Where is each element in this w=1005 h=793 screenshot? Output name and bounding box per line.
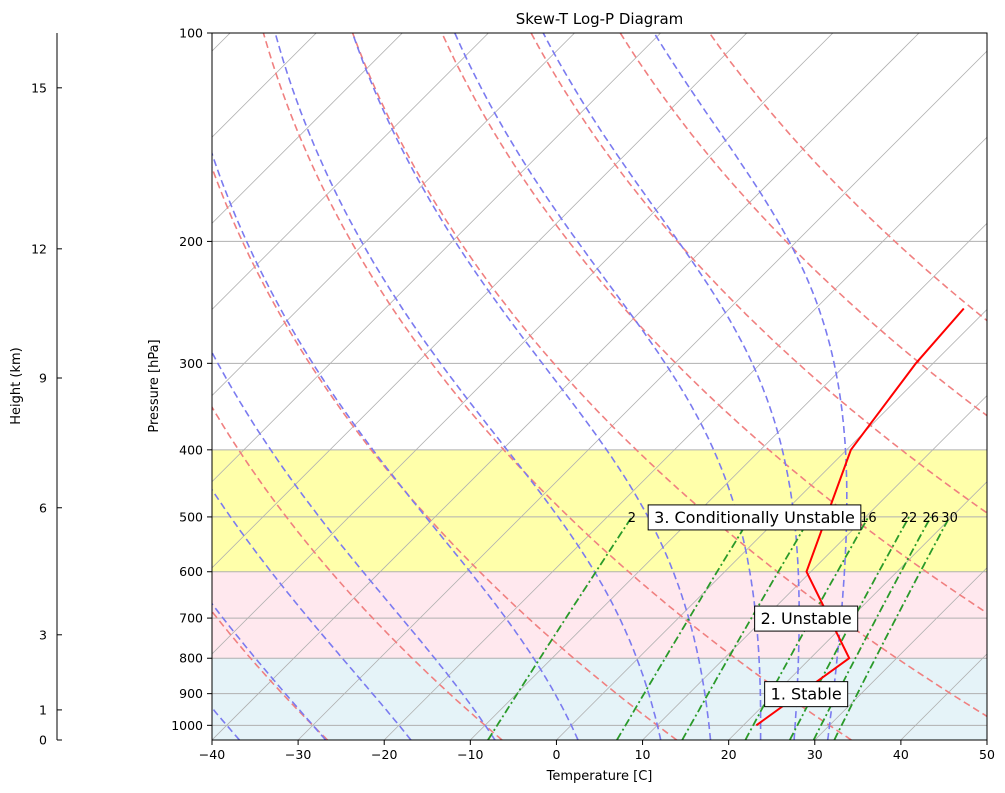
x-tick-label: −30 <box>285 747 311 762</box>
y-axis-label: Pressure [hPa] <box>147 339 162 432</box>
height-tick-label: 1 <box>39 702 47 717</box>
mixing-ratio-line <box>681 516 812 740</box>
dry-adiabat <box>212 405 503 740</box>
dry-adiabat <box>351 33 987 718</box>
dry-adiabat <box>212 610 329 740</box>
mixing-ratio-line <box>487 516 633 740</box>
isotherm-line <box>212 33 489 311</box>
layer-label: 2. Unstable <box>754 605 859 632</box>
mixing-ratio-label: 30 <box>941 511 958 526</box>
height-axis-label: Height (km) <box>9 347 24 424</box>
chart-title: Skew-T Log-P Diagram <box>516 10 684 28</box>
layer-label-text: 3. Conditionally Unstable <box>654 508 855 527</box>
x-tick-label: 40 <box>893 747 909 762</box>
moist-adiabat <box>212 488 412 740</box>
y-tick-label: 300 <box>179 356 203 371</box>
x-axis-label: Temperature [C] <box>546 769 653 784</box>
dry-adiabat <box>212 165 678 740</box>
y-tick-label: 800 <box>179 651 203 666</box>
layer-label: 3. Conditionally Unstable <box>647 504 862 531</box>
mixing-ratio-label: 22 <box>901 511 918 526</box>
height-tick-label: 15 <box>31 80 47 95</box>
isotherm-line <box>383 136 987 740</box>
isotherm-line <box>212 33 920 740</box>
isotherm-line <box>212 33 748 569</box>
moist-adiabat <box>351 33 712 740</box>
isotherm-line <box>212 33 661 483</box>
layer-band <box>212 658 987 740</box>
x-tick-label: 50 <box>979 747 995 762</box>
y-tick-label: 500 <box>179 509 203 524</box>
moist-adiabat <box>212 706 241 740</box>
moist-adiabat <box>454 33 762 740</box>
layer-label-box <box>754 605 859 632</box>
dry-adiabat <box>262 33 852 740</box>
height-tick-label: 6 <box>39 500 47 515</box>
isotherm-line <box>212 33 834 655</box>
plot-frame <box>211 32 988 741</box>
y-tick-label: 900 <box>179 686 203 701</box>
height-tick-label: 9 <box>39 370 47 385</box>
height-tick-label: 0 <box>39 733 47 748</box>
x-tick-label: 10 <box>635 747 651 762</box>
isotherm-line <box>297 50 987 740</box>
y-tick-label: 700 <box>179 611 203 626</box>
moist-adiabat <box>212 350 496 740</box>
dry-adiabat <box>619 33 987 417</box>
mixing-ratio-label: 2 <box>628 511 636 526</box>
y-tick-label: 600 <box>179 564 203 579</box>
x-tick-label: 30 <box>807 747 823 762</box>
y-tick-label: 1000 <box>171 718 203 733</box>
moist-adiabat <box>212 151 579 740</box>
height-tick-label: 12 <box>31 241 47 256</box>
layer-label-box <box>764 681 849 708</box>
x-tick-label: 20 <box>721 747 737 762</box>
isotherm-line <box>212 33 403 224</box>
y-tick-label: 400 <box>179 442 203 457</box>
x-tick-label: −20 <box>371 747 397 762</box>
mixing-ratio-label: 16 <box>860 511 877 526</box>
height-tick-label: 3 <box>39 627 47 642</box>
layer-label: 1. Stable <box>764 681 849 708</box>
layer-label-text: 1. Stable <box>771 685 842 704</box>
layer-band <box>212 571 987 659</box>
mixing-ratio-line <box>812 516 932 740</box>
isotherm-line <box>986 739 987 740</box>
layer-label-text: 2. Unstable <box>761 609 852 628</box>
x-tick-label: 0 <box>552 747 560 762</box>
mixing-ratio-line <box>789 516 910 740</box>
mixing-ratio-label: 26 <box>922 511 939 526</box>
isotherm-line <box>470 222 987 740</box>
isotherm-line <box>814 567 987 740</box>
mixing-ratio-line <box>833 516 951 740</box>
moist-adiabat <box>274 33 662 740</box>
isotherm-line <box>212 33 231 52</box>
layer-label-box <box>647 504 862 531</box>
mixing-ratio-line <box>744 516 870 740</box>
y-tick-label: 200 <box>179 234 203 249</box>
x-tick-label: −10 <box>457 747 483 762</box>
isotherm-line <box>212 33 575 397</box>
y-tick-label: 100 <box>179 26 203 41</box>
x-tick-label: −40 <box>199 747 225 762</box>
isotherm-line <box>556 308 987 740</box>
